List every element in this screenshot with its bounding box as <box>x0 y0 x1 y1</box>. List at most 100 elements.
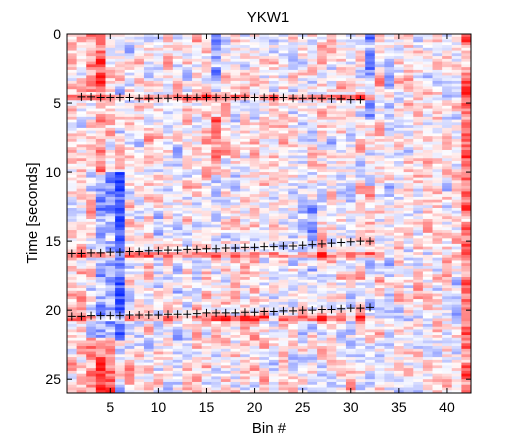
heatmap-cell <box>220 133 231 137</box>
heatmap-cell <box>432 105 443 109</box>
heatmap-cell <box>317 318 328 322</box>
heatmap-cell <box>278 83 289 87</box>
heatmap-cell <box>403 114 414 118</box>
heatmap-cell <box>259 61 270 65</box>
heatmap-cell <box>220 351 231 355</box>
heatmap-cell <box>201 335 212 339</box>
heatmap-cell <box>288 147 299 151</box>
heatmap-cell <box>124 265 135 270</box>
heatmap-cell <box>288 279 299 283</box>
heatmap-cell <box>365 340 376 344</box>
heatmap-cell <box>115 53 126 57</box>
heatmap-cell <box>230 357 241 361</box>
heatmap-cell <box>307 127 318 132</box>
heatmap-cell <box>230 299 241 303</box>
heatmap-cell <box>172 271 183 275</box>
heatmap-cell <box>134 58 145 63</box>
heatmap-cell <box>134 194 145 198</box>
heatmap-cell <box>115 45 126 49</box>
heatmap-cell <box>278 119 289 123</box>
heatmap-cell <box>269 69 280 74</box>
heatmap-cell <box>278 144 289 148</box>
heatmap-cell <box>105 163 116 167</box>
heatmap-cell <box>288 362 299 366</box>
heatmap-cell <box>105 271 116 275</box>
heatmap-cell <box>336 357 347 361</box>
heatmap-cell <box>201 381 212 386</box>
heatmap-cell <box>307 296 318 300</box>
heatmap-cell <box>297 114 308 118</box>
heatmap-cell <box>95 53 106 57</box>
heatmap-cell <box>355 147 366 151</box>
heatmap-cell <box>192 138 203 143</box>
heatmap-cell <box>124 351 135 355</box>
heatmap-cell <box>432 125 443 129</box>
heatmap-cell <box>86 221 97 225</box>
heatmap-cell <box>413 141 424 145</box>
heatmap-cell <box>67 277 78 281</box>
heatmap-cell <box>143 205 154 209</box>
heatmap-cell <box>345 122 356 126</box>
heatmap-cell <box>394 235 405 239</box>
heatmap-cell <box>336 91 347 96</box>
heatmap-cell <box>384 390 395 394</box>
heatmap-cell <box>259 185 270 190</box>
heatmap-cell <box>230 114 241 118</box>
heatmap-cell <box>394 114 405 118</box>
heatmap-cell <box>192 177 203 181</box>
heatmap-cell <box>269 36 280 40</box>
heatmap-cell <box>345 64 356 68</box>
heatmap-cell <box>172 78 183 82</box>
heatmap-cell <box>67 263 78 267</box>
heatmap-cell <box>105 329 116 333</box>
heatmap-cell <box>182 180 193 184</box>
heatmap-cell <box>394 279 405 283</box>
heatmap-cell <box>249 368 260 372</box>
heatmap-cell <box>201 80 212 85</box>
heatmap-cell <box>172 277 183 281</box>
heatmap-cell <box>172 235 183 239</box>
heatmap-cell <box>163 53 174 57</box>
heatmap-cell <box>336 282 347 286</box>
heatmap-cell <box>76 196 87 201</box>
heatmap-cell <box>374 254 385 259</box>
heatmap-cell <box>269 337 280 341</box>
heatmap-cell <box>76 75 87 79</box>
heatmap-cell <box>317 221 328 225</box>
heatmap-cell <box>403 103 414 107</box>
heatmap-cell <box>182 155 193 159</box>
heatmap-cell <box>67 152 78 156</box>
heatmap-cell <box>394 205 405 209</box>
heatmap-cell <box>220 75 231 79</box>
heatmap-cell <box>278 89 289 93</box>
heatmap-cell <box>326 163 337 167</box>
heatmap-cell <box>403 219 414 223</box>
heatmap-cell <box>365 180 376 184</box>
heatmap-cell <box>413 387 424 391</box>
heatmap-cell <box>230 72 241 76</box>
heatmap-cell <box>105 260 116 264</box>
heatmap-cell <box>413 213 424 217</box>
heatmap-cell <box>230 130 241 134</box>
heatmap-cell <box>307 80 318 85</box>
heatmap-cell <box>95 323 106 328</box>
heatmap-cell <box>163 354 174 358</box>
heatmap-cell <box>201 221 212 225</box>
heatmap-cell <box>230 125 241 129</box>
heatmap-cell <box>86 158 97 162</box>
heatmap-cell <box>403 72 414 76</box>
heatmap-cell <box>115 188 126 192</box>
heatmap-cell <box>345 75 356 79</box>
heatmap-cell <box>67 343 78 347</box>
heatmap-cell <box>278 53 289 57</box>
heatmap-cell <box>163 254 174 259</box>
heatmap-cell <box>192 271 203 275</box>
heatmap-cell <box>182 125 193 129</box>
heatmap-cell <box>172 61 183 65</box>
heatmap-cell <box>365 365 376 369</box>
heatmap-cell <box>76 219 87 223</box>
heatmap-cell <box>240 238 251 242</box>
heatmap-cell <box>249 196 260 201</box>
heatmap-cell <box>76 293 87 297</box>
heatmap-cell <box>153 213 164 217</box>
